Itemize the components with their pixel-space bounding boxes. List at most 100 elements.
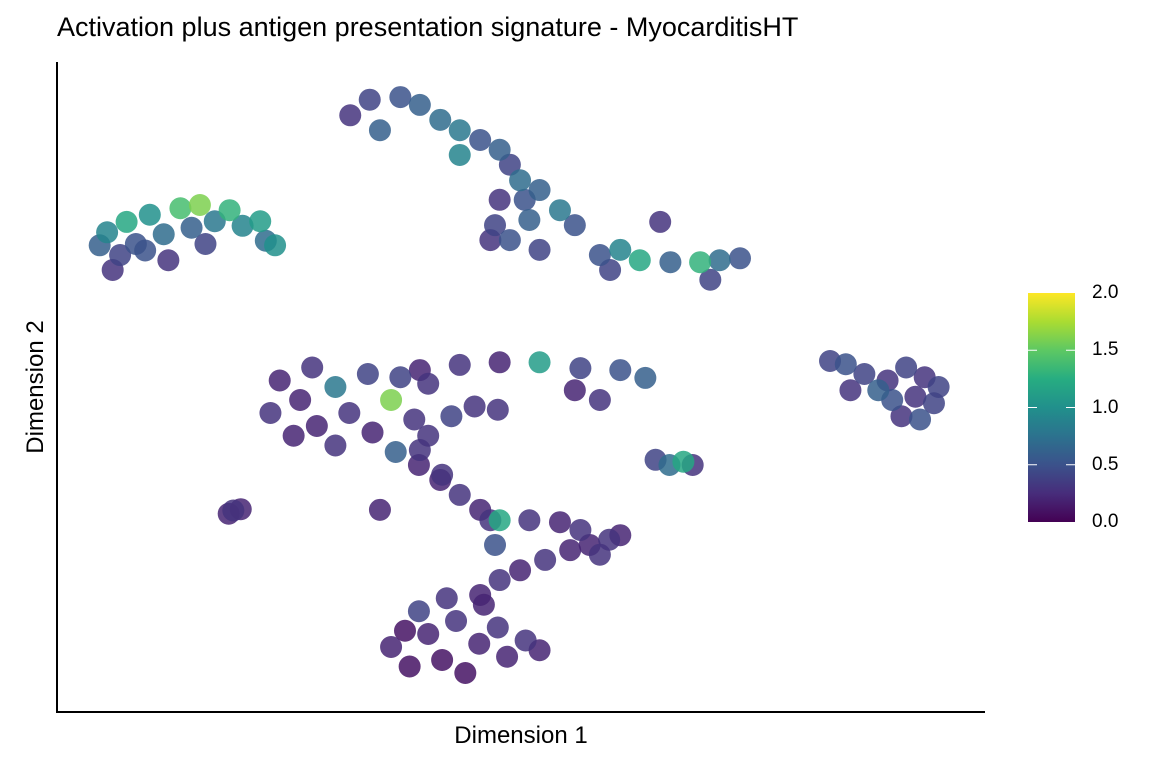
data-point: [469, 129, 492, 151]
data-point: [431, 463, 454, 486]
data-point: [109, 244, 132, 267]
data-point: [484, 533, 507, 556]
data-point: [324, 434, 347, 457]
data-point: [338, 402, 361, 424]
data-point: [417, 372, 440, 395]
data-point: [282, 424, 305, 447]
points-layer: [88, 86, 950, 684]
data-point: [496, 645, 519, 668]
data-point: [518, 509, 541, 532]
data-point: [488, 569, 511, 592]
data-point: [368, 119, 391, 142]
data-point: [729, 247, 752, 270]
data-point: [231, 214, 254, 237]
data-point: [448, 483, 471, 506]
data-point: [569, 519, 592, 541]
colorbar-tick-label: 1.0: [1092, 396, 1119, 418]
data-point: [301, 356, 324, 379]
data-point: [548, 199, 571, 222]
data-point: [528, 238, 551, 261]
data-point: [408, 93, 431, 116]
data-point: [417, 623, 440, 645]
x-axis-label: Dimension 1: [454, 722, 588, 749]
data-point: [403, 408, 426, 431]
data-point: [853, 363, 876, 385]
data-point: [463, 395, 486, 418]
data-point: [528, 351, 551, 374]
data-point: [368, 498, 391, 521]
data-point: [448, 119, 471, 142]
colorbar-tick-label: 1.5: [1092, 339, 1119, 361]
data-point: [389, 86, 412, 109]
data-point: [398, 655, 421, 678]
data-point: [305, 415, 328, 437]
data-point: [895, 356, 918, 379]
data-point: [514, 629, 537, 652]
data-point: [569, 357, 592, 380]
data-point: [169, 197, 192, 220]
data-point: [509, 559, 532, 582]
data-point: [435, 587, 458, 610]
data-point: [649, 210, 672, 233]
data-point: [339, 104, 362, 127]
data-point: [563, 214, 586, 237]
data-point: [222, 499, 245, 522]
data-point: [867, 379, 890, 402]
data-point: [922, 392, 945, 415]
data-point: [408, 439, 431, 462]
data-point: [268, 369, 291, 392]
data-point: [361, 421, 384, 444]
data-point: [324, 376, 347, 398]
data-point: [96, 221, 119, 244]
data-point: [115, 210, 138, 233]
data-point: [839, 379, 862, 402]
data-point: [134, 239, 157, 262]
data-point: [486, 616, 509, 639]
data-point: [157, 249, 180, 272]
data-point: [358, 88, 381, 111]
data-point: [448, 143, 471, 166]
data-point: [890, 405, 913, 428]
data-point: [628, 249, 651, 272]
data-point: [498, 229, 521, 252]
data-point: [429, 108, 452, 131]
data-point: [472, 593, 495, 616]
data-point: [380, 389, 403, 411]
data-point: [384, 441, 407, 463]
data-point: [448, 353, 471, 376]
data-point: [534, 548, 557, 571]
data-point: [259, 402, 282, 424]
data-point: [634, 366, 657, 389]
data-point: [904, 385, 927, 408]
data-point: [488, 509, 511, 532]
data-point: [488, 351, 511, 374]
data-point: [509, 169, 532, 192]
data-point: [484, 214, 507, 237]
data-point: [609, 238, 632, 261]
data-point: [699, 268, 722, 291]
colorbar-ticks: [1028, 349, 1075, 466]
data-point: [445, 610, 468, 632]
data-point: [588, 244, 611, 267]
data-point: [528, 179, 551, 202]
data-point: [659, 251, 682, 274]
colorbar-tick-label: 0.0: [1092, 511, 1119, 532]
data-point: [588, 543, 611, 566]
data-point: [609, 359, 632, 382]
data-point: [264, 234, 287, 257]
data-point: [488, 138, 511, 161]
data-point: [518, 208, 541, 231]
data-point: [488, 188, 511, 211]
colorbar-tick-label: 0.5: [1092, 453, 1119, 475]
data-point: [152, 223, 175, 246]
data-point: [380, 636, 403, 658]
data-point: [548, 511, 571, 534]
data-point: [563, 379, 586, 402]
data-point: [389, 366, 412, 389]
data-point: [394, 619, 416, 642]
data-point: [188, 194, 211, 216]
data-point: [909, 408, 932, 431]
data-point: [431, 649, 454, 671]
data-point: [194, 233, 217, 255]
